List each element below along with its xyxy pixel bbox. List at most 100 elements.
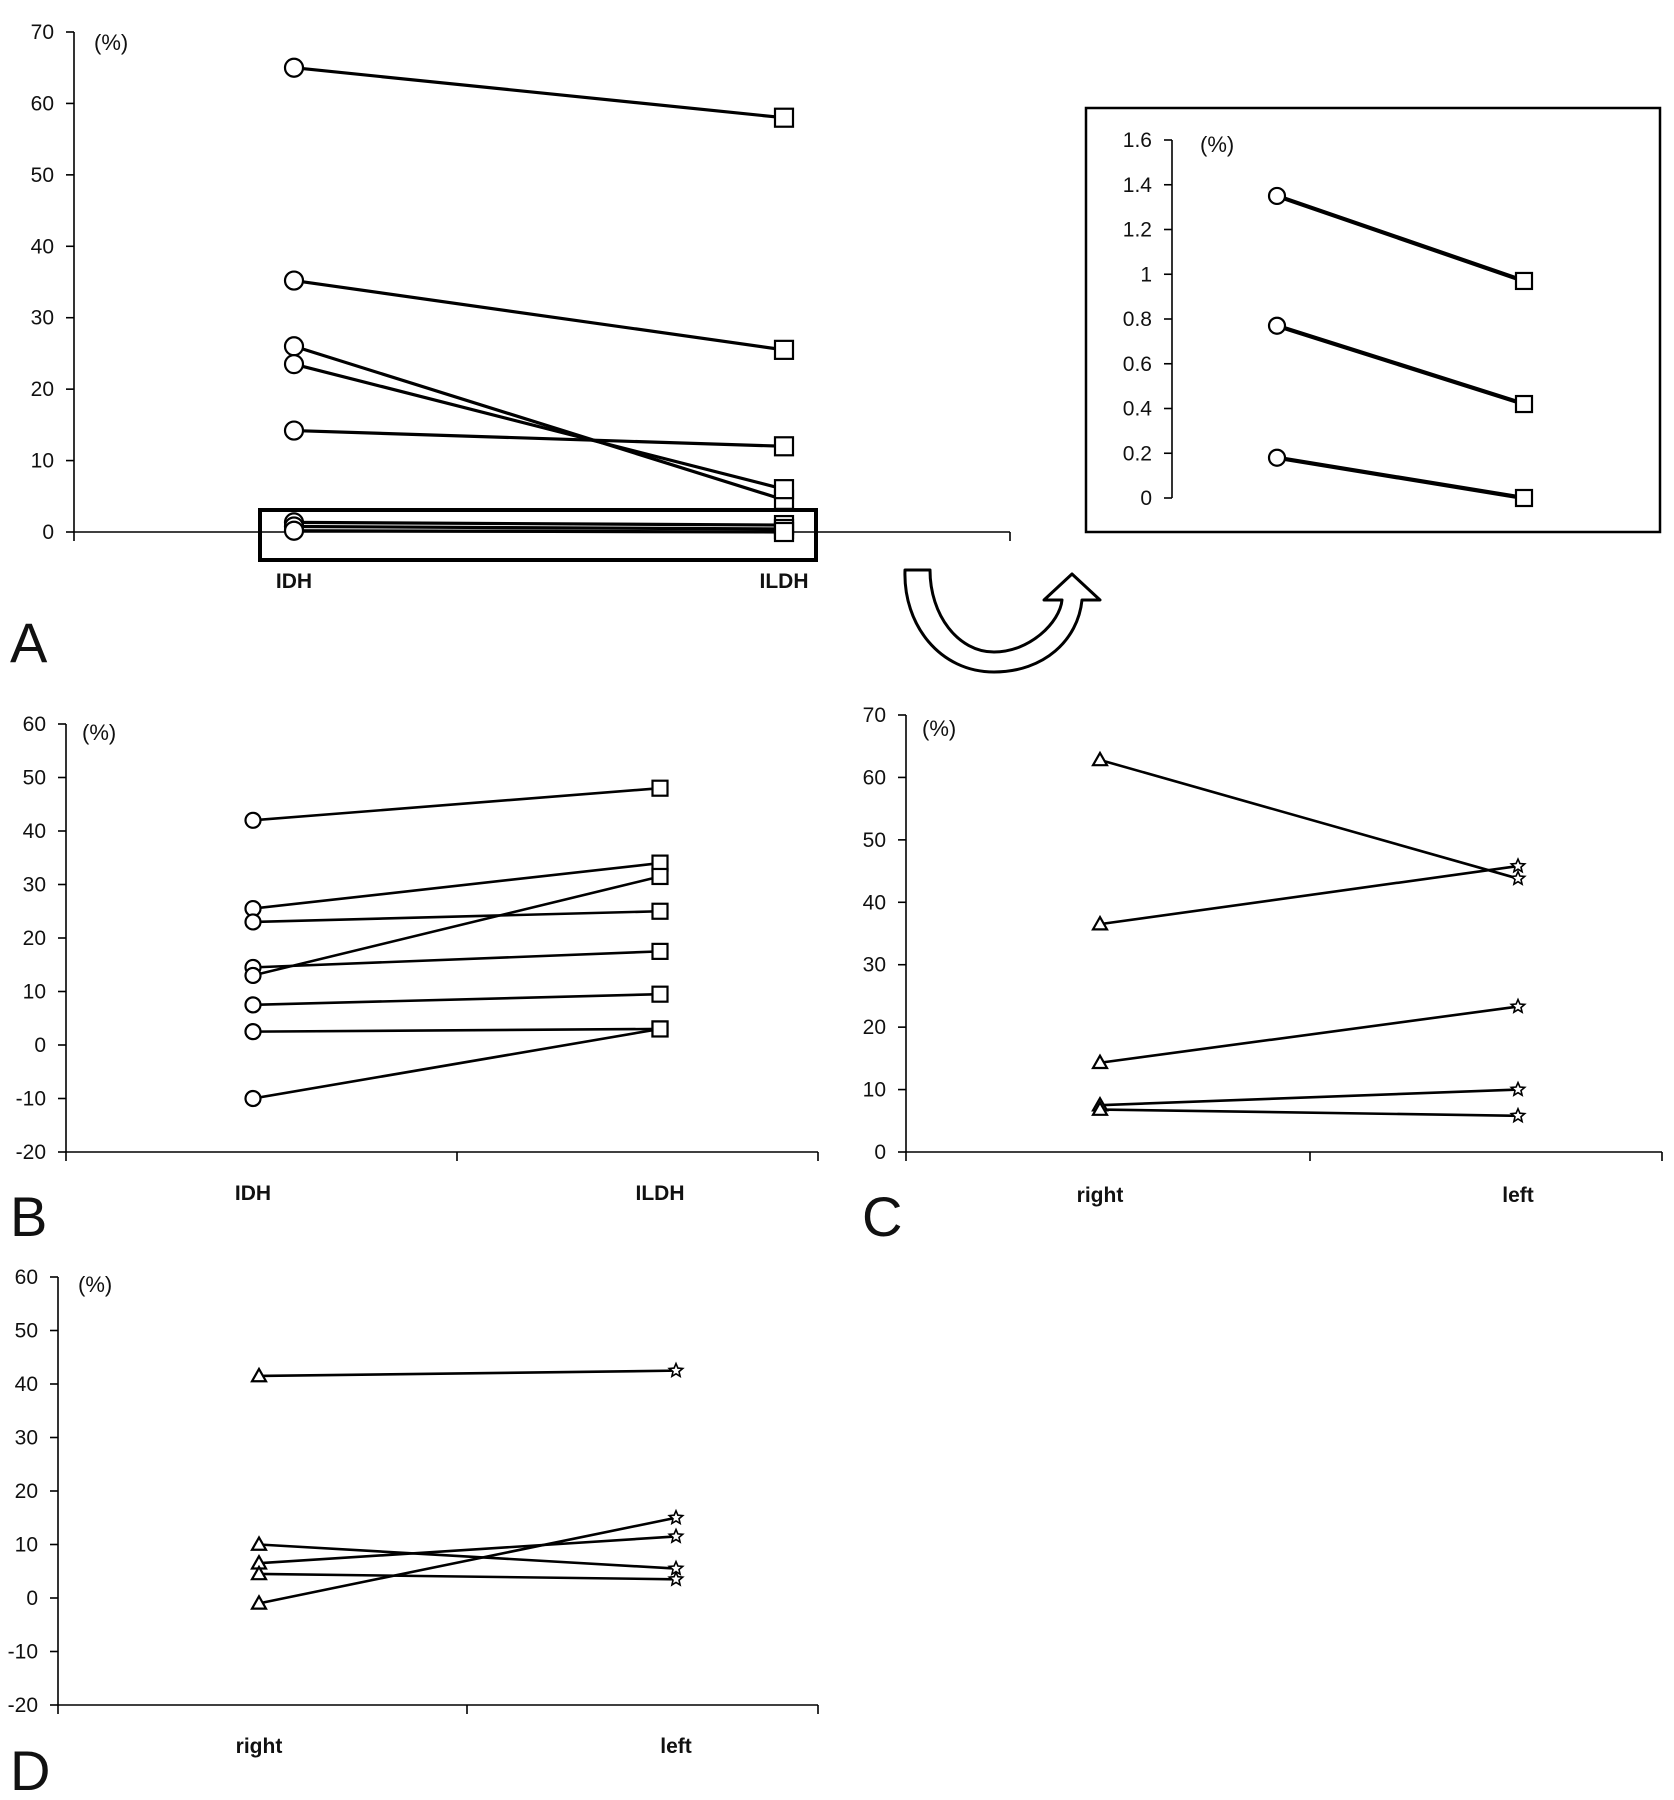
point-star-d: [667, 1361, 685, 1378]
series-line-a-inset: [1276, 455, 1525, 501]
series-line-b: [252, 875, 661, 977]
point-triangle-c: [1091, 1100, 1109, 1116]
point-square-a: [773, 479, 795, 500]
point-triangle-c: [1091, 914, 1109, 931]
point-square-a: [773, 436, 795, 457]
unit-label-c: (%): [922, 716, 956, 741]
y-tick-label-a-inset: 1.2: [1123, 219, 1152, 242]
point-triangle-c: [1091, 1053, 1109, 1070]
y-tick-label-a-inset: 0.6: [1123, 353, 1152, 376]
y-tick-label-a: 40: [31, 235, 54, 258]
y-tick-label-a-inset: 0.2: [1123, 442, 1152, 465]
y-tick-label-a-inset: 1: [1140, 263, 1152, 286]
point-circle-b: [244, 966, 262, 985]
y-tick-label-d: 10: [15, 1534, 38, 1557]
point-circle-a: [283, 57, 305, 78]
y-tick-label-a: 0: [42, 521, 54, 544]
y-tick-label-b: 0: [34, 1034, 46, 1057]
panel-label-a: A: [10, 611, 48, 674]
x-category-label-b: IDH: [235, 1182, 271, 1205]
series-line-b: [252, 1027, 661, 1100]
point-star-c: [1509, 997, 1527, 1014]
y-tick-label-a: 20: [31, 378, 54, 401]
point-star-d: [667, 1508, 685, 1526]
chart-a-inset: 0 0.2 0.4 0.6 0.8 1 1.2 1.4 1.6 (%): [1123, 129, 1525, 510]
series-line-c: [1099, 758, 1519, 880]
series-line-a: [293, 66, 785, 120]
inset-frame: [1084, 106, 1662, 534]
point-circle-a: [283, 354, 305, 375]
series-line-c: [1099, 1108, 1519, 1118]
y-tick-label-d: 60: [15, 1266, 38, 1289]
y-tick-label-b: -20: [16, 1141, 46, 1164]
zoom-region-box: [258, 508, 818, 562]
point-star-c: [1509, 869, 1527, 886]
y-tick-label-b: 40: [23, 820, 46, 843]
chart-d: -20 -10 0 10 20 30 40 50 60 right left (%): [8, 1266, 819, 1758]
point-triangle-d: [250, 1366, 268, 1383]
point-star-c: [1509, 857, 1527, 874]
point-circle-b: [244, 811, 262, 829]
point-triangle-d: [250, 1594, 268, 1610]
point-star-d: [667, 1570, 685, 1587]
series-line-b: [252, 992, 661, 1007]
chart-b: -20 -10 0 10 20 30 40 50 60 IDH ILDH (%): [16, 713, 819, 1205]
series-line-a: [293, 362, 785, 491]
y-tick-label-b: 60: [23, 713, 46, 736]
y-tick-label-d: 20: [15, 1480, 38, 1503]
point-circle-b: [244, 996, 262, 1014]
x-category-label-a: IDH: [276, 570, 312, 593]
y-tick-label-a: 60: [31, 92, 54, 115]
point-circle-b: [244, 913, 262, 931]
series-line-d: [258, 1572, 677, 1581]
panel-label-b: B: [10, 1185, 47, 1248]
y-tick-label-a-inset: 0: [1140, 487, 1152, 510]
x-category-label-c: left: [1502, 1184, 1534, 1207]
panel-label-d: D: [10, 1739, 50, 1800]
y-tick-label-b: 10: [23, 981, 46, 1004]
point-square-a: [773, 521, 795, 543]
unit-label-b: (%): [82, 720, 116, 745]
y-tick-label-d: -10: [8, 1641, 38, 1664]
y-tick-label-c: 50: [863, 829, 886, 852]
y-tick-label-c: 40: [863, 891, 886, 914]
point-star-d: [667, 1527, 685, 1544]
x-category-label-d: left: [660, 1735, 692, 1758]
y-tick-label-d: 0: [26, 1587, 38, 1610]
point-triangle-d: [250, 1564, 268, 1581]
series-line-a: [293, 529, 785, 534]
point-square-b: [651, 985, 669, 1003]
y-tick-label-a-inset: 0.4: [1123, 398, 1153, 421]
y-tick-label-a-inset: 1.4: [1123, 174, 1153, 197]
point-circle-a-inset: [1267, 186, 1287, 206]
y-tick-label-d: 50: [15, 1320, 38, 1343]
y-tick-label-a: 10: [31, 450, 54, 473]
x-category-label-a: ILDH: [760, 570, 809, 593]
point-square-b: [651, 1020, 669, 1038]
series-line-a: [293, 278, 785, 352]
y-tick-label-a-inset: 0.8: [1123, 308, 1152, 331]
point-square-a: [773, 339, 795, 360]
y-tick-label-c: 10: [863, 1079, 886, 1102]
y-tick-label-b: -10: [16, 1088, 46, 1111]
point-square-a-inset: [1514, 488, 1534, 508]
point-circle-a-inset: [1267, 448, 1287, 467]
series-line-d: [258, 1543, 677, 1570]
y-tick-label-a-inset: 1.6: [1123, 129, 1152, 152]
point-square-b: [651, 942, 669, 960]
y-tick-label-b: 30: [23, 874, 46, 897]
y-tick-label-d: -20: [8, 1694, 38, 1717]
point-triangle-c: [1091, 750, 1109, 767]
series-line-a: [293, 428, 785, 448]
x-category-label-c: right: [1077, 1184, 1124, 1207]
point-square-a: [773, 107, 795, 128]
y-tick-label-a: 50: [31, 164, 54, 187]
chart-a: 0 10 20 30 40 50 60 70 IDH ILDH (%): [31, 21, 1011, 593]
y-tick-label-b: 50: [23, 767, 46, 790]
point-triangle-d: [250, 1535, 268, 1551]
y-tick-label-c: 30: [863, 954, 886, 977]
series-line-a: [293, 524, 785, 531]
chart-c: 0 10 20 30 40 50 60 70 right left (%): [863, 704, 1663, 1207]
point-circle-b: [244, 1089, 262, 1108]
